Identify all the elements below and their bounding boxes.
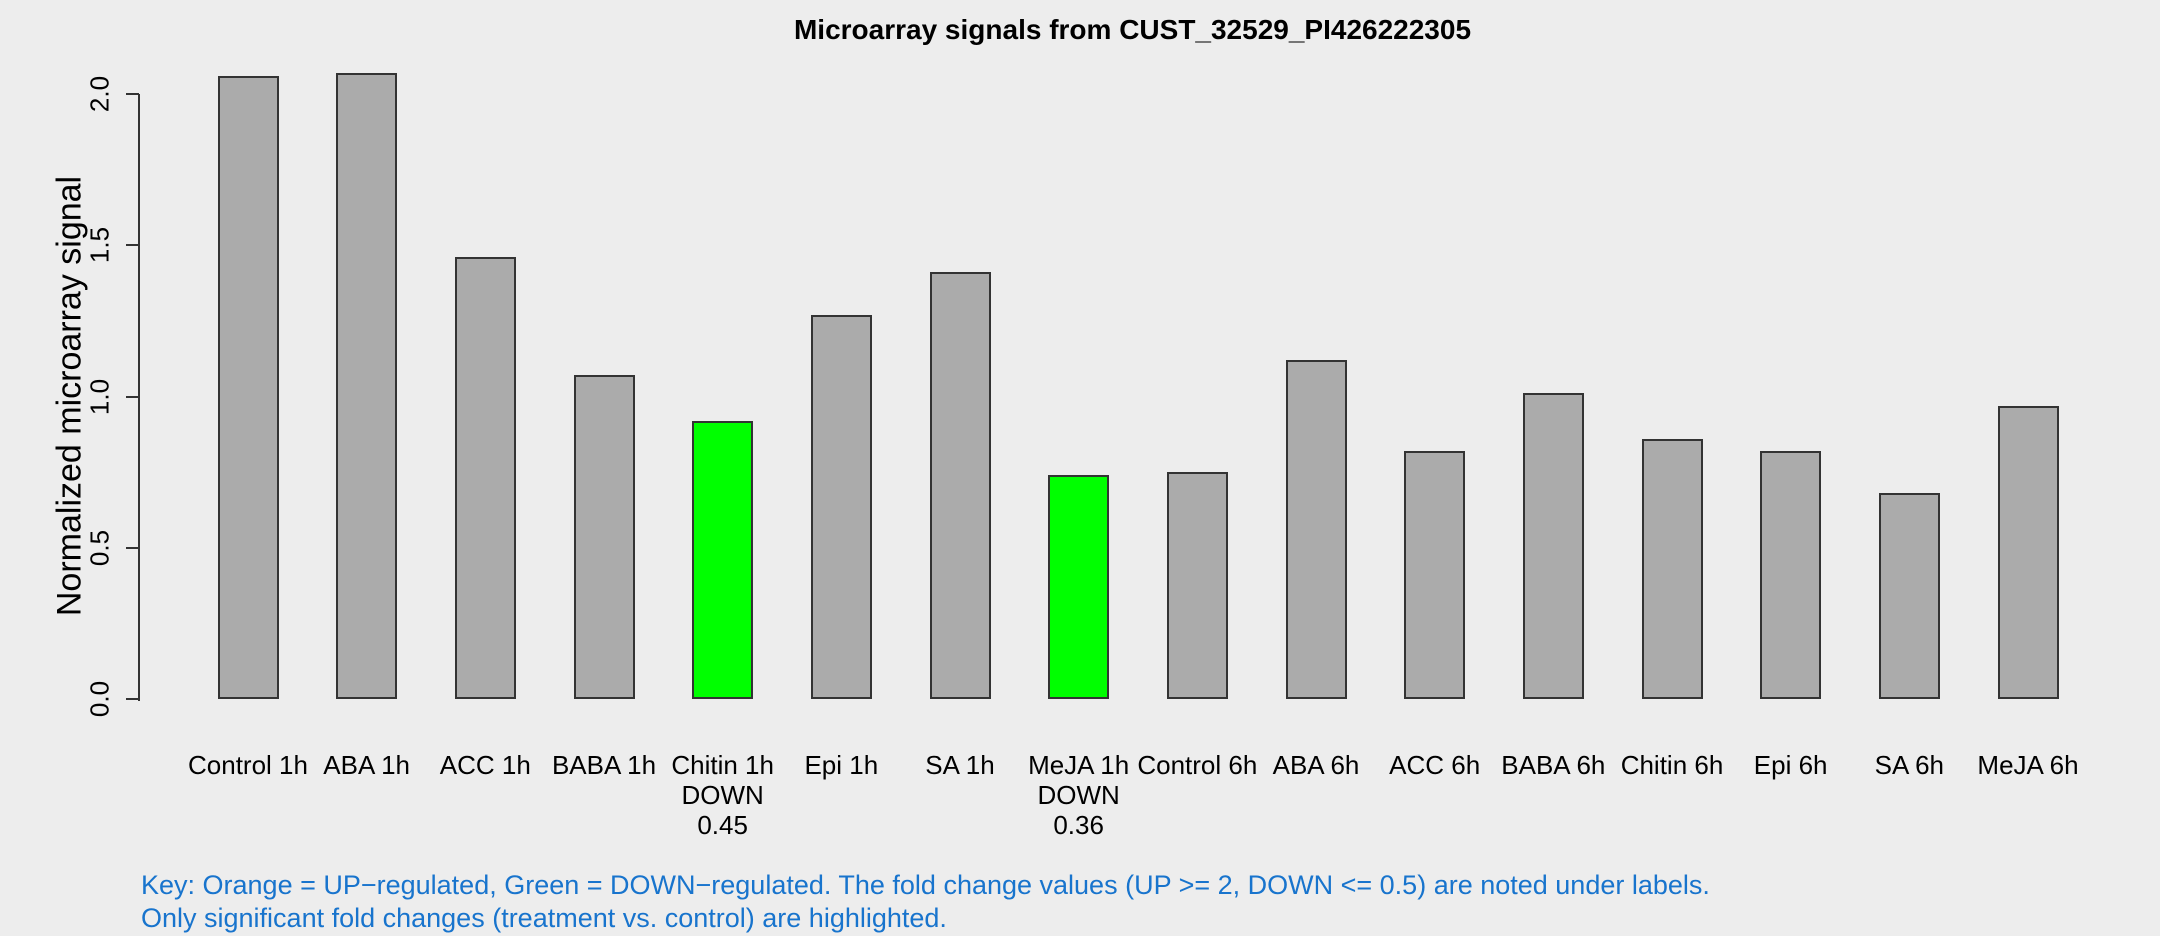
bar-sa-1h bbox=[929, 272, 991, 699]
x-axis-label-baba-1h: BABA 1h bbox=[519, 750, 689, 780]
x-axis-label-aba-1h: ABA 1h bbox=[282, 750, 452, 780]
bar-aba-6h bbox=[1285, 360, 1347, 699]
bar-sa-6h bbox=[1878, 493, 1940, 699]
bar-chitin-6h bbox=[1641, 439, 1703, 699]
bar-baba-1h bbox=[573, 375, 635, 699]
bar-control-6h bbox=[1166, 472, 1228, 699]
category-label: MeJA 6h bbox=[1977, 750, 2079, 780]
y-tick-label: 1.0 bbox=[84, 378, 115, 415]
x-axis-label-chitin-6h: Chitin 6h bbox=[1587, 750, 1757, 780]
x-axis-label-aba-6h: ABA 6h bbox=[1231, 750, 1401, 780]
y-tick-label: 2.0 bbox=[84, 75, 115, 113]
x-axis-label-control-6h: Control 6h bbox=[1112, 750, 1282, 780]
category-label: ABA 6h bbox=[1272, 750, 1360, 780]
x-axis-label-sa-6h: SA 6h bbox=[1824, 750, 1994, 780]
bar-epi-1h bbox=[810, 315, 872, 699]
y-tick-label: 0.0 bbox=[84, 680, 115, 718]
category-label: MeJA 1h bbox=[1028, 750, 1130, 780]
bar-acc-1h bbox=[454, 257, 516, 699]
category-label: Chitin 6h bbox=[1620, 750, 1724, 780]
bar-aba-1h bbox=[336, 73, 398, 699]
y-tick-mark bbox=[126, 698, 139, 700]
bar-meja-1h bbox=[1048, 475, 1110, 699]
x-axis-label-control-1h: Control 1h bbox=[163, 750, 333, 780]
category-label: BABA 1h bbox=[551, 750, 657, 780]
x-axis-label-meja-6h: MeJA 6h bbox=[1943, 750, 2113, 780]
bar-control-1h bbox=[217, 76, 279, 699]
fold-change-value: 0.45 bbox=[697, 810, 748, 840]
fold-change-value: 0.36 bbox=[1053, 810, 1104, 840]
y-tick-mark bbox=[126, 93, 139, 95]
category-label: Control 6h bbox=[1137, 750, 1258, 780]
bar-acc-6h bbox=[1404, 451, 1466, 699]
key-caption-line-1: Key: Orange = UP−regulated, Green = DOWN… bbox=[141, 870, 1710, 900]
x-axis-label-epi-1h: Epi 1h bbox=[756, 750, 926, 780]
y-tick-mark bbox=[126, 546, 139, 549]
key-caption-line-2: Only significant fold changes (treatment… bbox=[141, 903, 947, 933]
regulation-label: DOWN bbox=[681, 780, 764, 810]
y-axis-line bbox=[138, 94, 140, 701]
x-axis-label-acc-6h: ACC 6h bbox=[1350, 750, 1520, 780]
chart-title: Microarray signals from CUST_32529_PI426… bbox=[793, 14, 1472, 45]
category-label: SA 6h bbox=[1874, 750, 1945, 780]
category-label: BABA 6h bbox=[1501, 750, 1606, 780]
x-axis-label-chitin-1h: Chitin 1h DOWN 0.45 bbox=[638, 750, 808, 840]
category-label: Epi 1h bbox=[804, 750, 879, 780]
x-axis-label-baba-6h: BABA 6h bbox=[1468, 750, 1638, 780]
bar-chitin-1h bbox=[692, 421, 754, 699]
category-label: ACC 1h bbox=[439, 750, 531, 780]
category-label: ABA 1h bbox=[323, 750, 411, 780]
x-axis-label-meja-1h: MeJA 1h DOWN 0.36 bbox=[994, 750, 1164, 840]
x-axis-label-acc-1h: ACC 1h bbox=[400, 750, 570, 780]
category-label: Epi 6h bbox=[1753, 750, 1828, 780]
category-label: Chitin 1h bbox=[671, 750, 774, 780]
y-tick-label: 0.5 bbox=[84, 529, 115, 566]
bar-baba-6h bbox=[1522, 393, 1584, 699]
bar-meja-6h bbox=[1997, 406, 2059, 699]
x-axis-label-sa-1h: SA 1h bbox=[875, 750, 1045, 780]
category-label: Control 1h bbox=[188, 750, 308, 780]
bar-epi-6h bbox=[1760, 451, 1822, 699]
regulation-label: DOWN bbox=[1037, 780, 1120, 810]
y-tick-label: 1.5 bbox=[84, 227, 115, 264]
category-label: ACC 6h bbox=[1389, 750, 1481, 780]
x-axis-label-epi-6h: Epi 6h bbox=[1706, 750, 1876, 780]
y-tick-mark bbox=[126, 244, 139, 247]
y-tick-mark bbox=[126, 395, 139, 398]
category-label: SA 1h bbox=[925, 750, 995, 780]
